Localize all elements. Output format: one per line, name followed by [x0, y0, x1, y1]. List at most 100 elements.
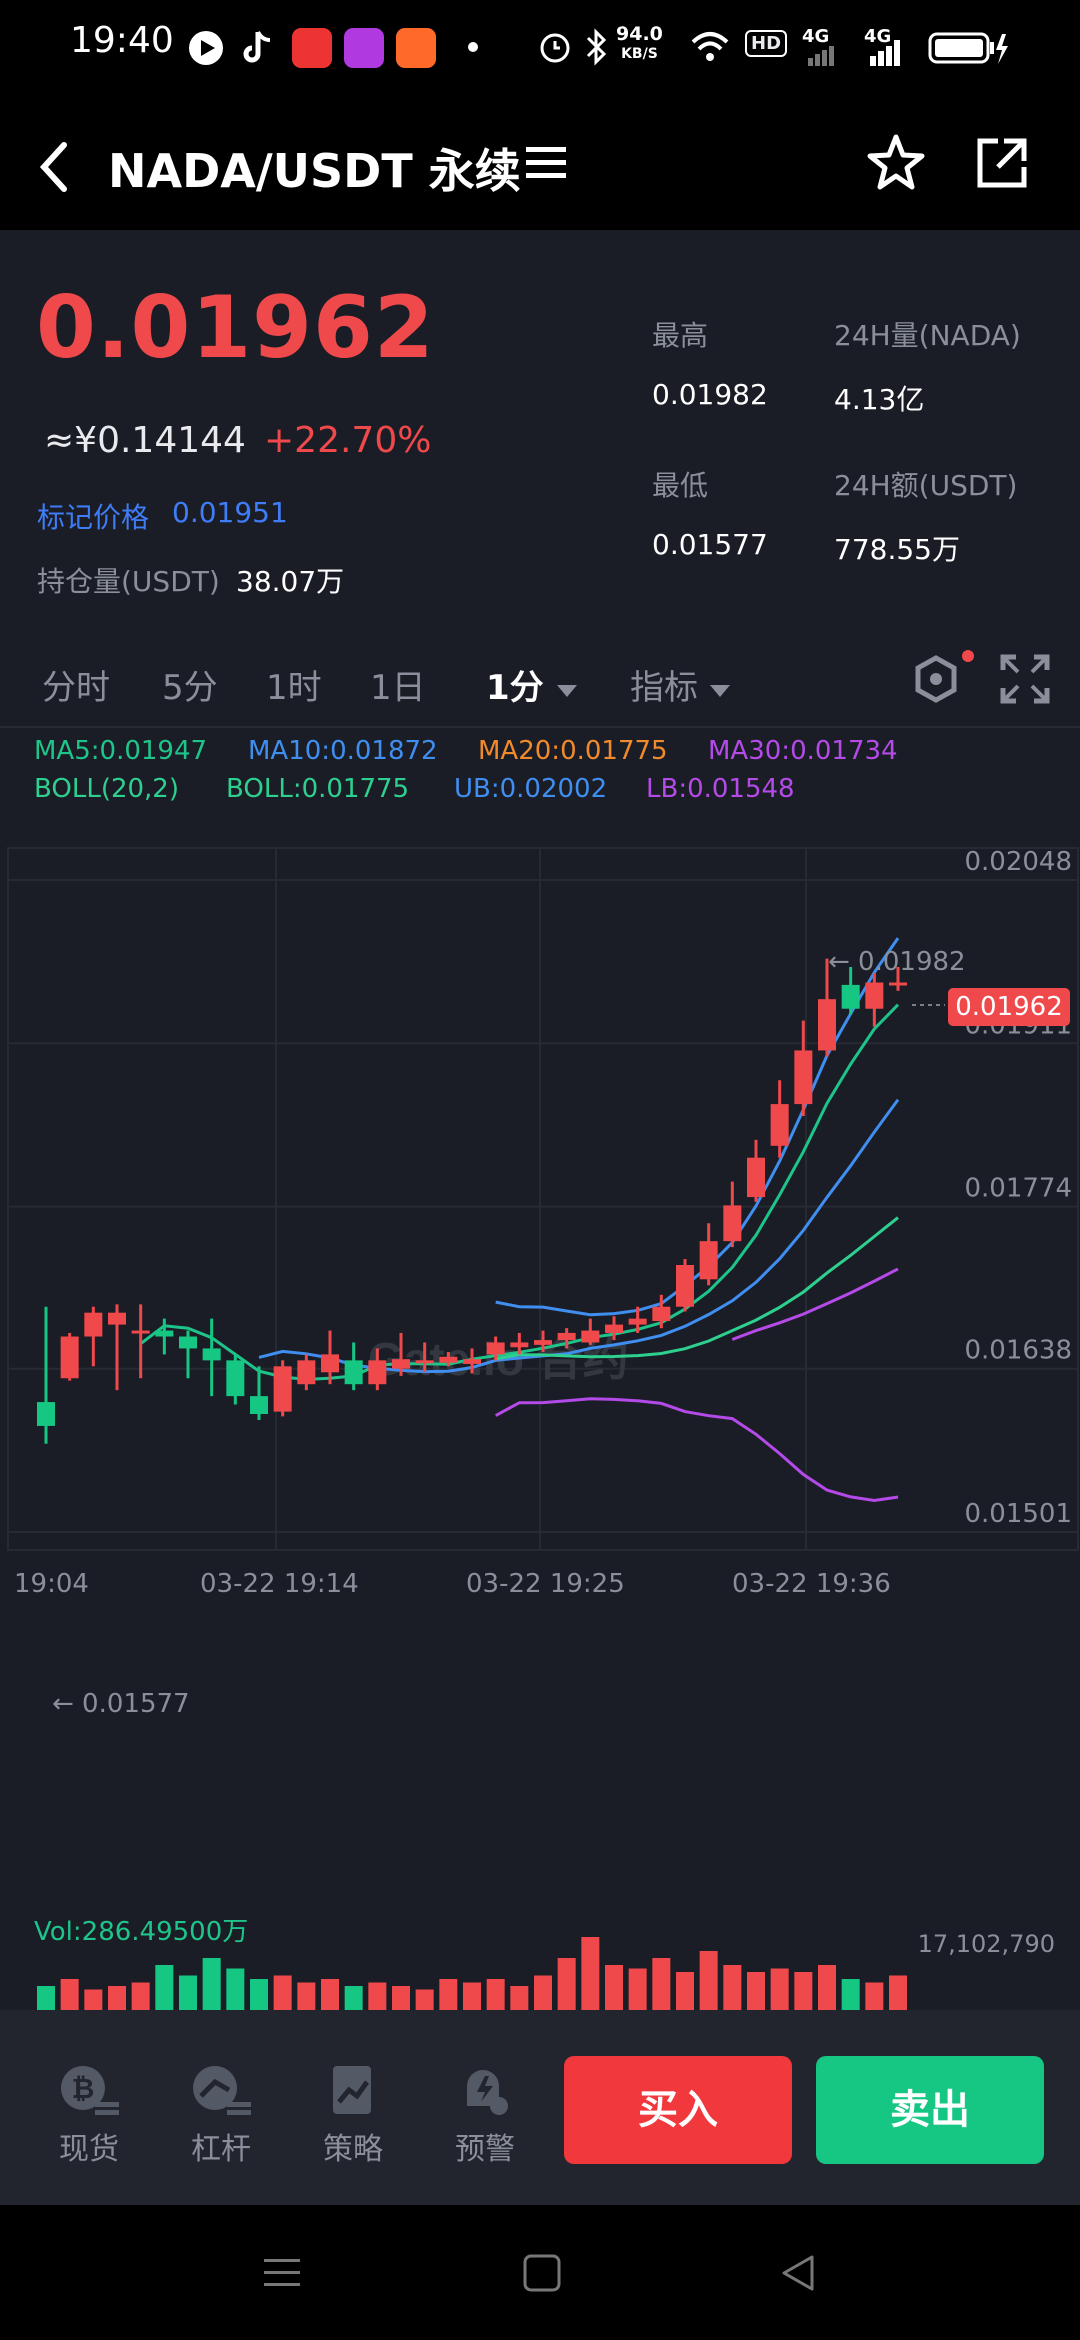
candle-body: [297, 1360, 316, 1385]
current-price-tag-text: 0.01962: [955, 992, 1063, 1022]
hd-badge: HD: [745, 30, 788, 57]
volume-bar: [155, 1965, 174, 2010]
x-tick-label: 03-22 19:25: [466, 1569, 625, 1599]
x-axis-labels: 19:04 03-22 19:14 03-22 19:25 03-22 19:36: [14, 1569, 891, 1599]
volume-bar: [747, 1972, 765, 2010]
ma30-label: MA30:0.01734: [708, 736, 898, 766]
dropdown-icon: [556, 685, 577, 697]
buy-button[interactable]: 买入: [564, 2056, 792, 2164]
cny-price: ≈¥0.14144: [44, 420, 246, 461]
page-header: NADA/USDT 永续: [0, 95, 1080, 230]
min-price-label: ← 0.01577: [52, 1689, 190, 1719]
candle-body: [889, 982, 907, 986]
tab-5min[interactable]: 5分: [162, 668, 218, 708]
boll-lower-line: [494, 1397, 899, 1503]
signal-4g-label-2: 4G: [864, 26, 892, 47]
mark-price-label[interactable]: 标记价格: [37, 501, 150, 534]
volume-bar: [273, 1975, 292, 2010]
sell-button[interactable]: 卖出: [816, 2056, 1044, 2164]
candle-body: [652, 1306, 671, 1322]
ma5-line: [139, 1003, 900, 1381]
shopping-app-icon: [396, 28, 436, 68]
candles: [37, 958, 907, 1444]
nav-alert-label: 预警: [455, 2132, 515, 2167]
candle-body: [368, 1360, 387, 1385]
nav-spot-label: 现货: [59, 2132, 119, 2167]
low-value: 0.01577: [652, 528, 768, 561]
volume-bar: [865, 1982, 884, 2010]
x-tick-label: 03-22 19:14: [200, 1569, 359, 1599]
tab-1hour[interactable]: 1时: [266, 668, 322, 708]
network-speed: 94.0 KB/S: [616, 23, 663, 62]
volume-bar: [439, 1979, 458, 2010]
volume-bar: [37, 1986, 55, 2010]
signal-bars-icon: [808, 46, 834, 66]
volume-bar: [131, 1982, 150, 2010]
volume-bar: [486, 1979, 505, 2010]
wifi-icon: [691, 32, 729, 61]
candle-body: [131, 1330, 150, 1334]
volume-bar: [510, 1986, 529, 2010]
candle-body: [60, 1336, 79, 1379]
margin-icon: [193, 2066, 251, 2115]
signal-4g-label: 4G: [802, 26, 830, 47]
candle-body: [415, 1360, 434, 1364]
tab-timeshare[interactable]: 分时: [42, 668, 110, 708]
ma10-line: [258, 1098, 900, 1374]
candle-body: [37, 1402, 55, 1426]
favorite-star-icon[interactable]: [866, 133, 926, 193]
status-time: 19:40: [70, 20, 174, 61]
ma10-label: MA10:0.01872: [248, 736, 438, 766]
candle-body: [841, 984, 860, 1009]
back-icon[interactable]: [36, 141, 72, 193]
volume-bar: [557, 1958, 576, 2010]
settings-hexagon-icon[interactable]: [908, 650, 968, 710]
candle-body: [84, 1312, 103, 1337]
volume-bar: [250, 1979, 268, 2010]
volume-bar: [202, 1958, 221, 2010]
ma20-label: MA20:0.01775: [478, 736, 668, 766]
nav-spot[interactable]: ₿ 现货: [34, 2062, 144, 2168]
tab-1day[interactable]: 1日: [370, 668, 426, 708]
nav-alert[interactable]: 预警: [430, 2062, 540, 2168]
boll-ub-label: UB:0.02002: [454, 774, 608, 804]
candle-body: [865, 982, 884, 1009]
candlestick-chart[interactable]: Gate.io 合约 0.020480.019110.017740.016380…: [0, 840, 1080, 2020]
menu-nav-icon[interactable]: [262, 2255, 302, 2291]
max-price-label: ← 0.01982: [828, 947, 966, 977]
volume-24h-label: 24H量(NADA): [834, 319, 1021, 352]
candle-body: [392, 1359, 410, 1369]
tabs-divider: [0, 726, 1080, 728]
candle-body: [486, 1342, 505, 1355]
share-icon[interactable]: [972, 133, 1032, 193]
candle-body: [179, 1336, 197, 1349]
volume-bar: [534, 1975, 552, 2010]
menu-icon[interactable]: [524, 143, 568, 183]
system-nav-bar: [0, 2205, 1080, 2340]
candle-body: [202, 1348, 221, 1361]
y-tick-label: 0.02048: [964, 847, 1072, 877]
high-value: 0.01982: [652, 378, 768, 411]
fullscreen-icon[interactable]: [1000, 654, 1050, 704]
boll-mid-line: [495, 1216, 899, 1361]
low-label: 最低: [652, 469, 709, 502]
volume-bar: [392, 1986, 410, 2010]
tab-indicators[interactable]: 指标: [630, 660, 731, 709]
page-title[interactable]: NADA/USDT 永续: [108, 144, 521, 198]
back-nav-icon[interactable]: [778, 2253, 818, 2293]
y-tick-label: 0.01501: [964, 1499, 1072, 1529]
nav-strategy[interactable]: 策略: [298, 2062, 408, 2168]
tab-1min[interactable]: 1分: [486, 660, 578, 709]
candle-body: [439, 1356, 458, 1363]
candle-body: [723, 1205, 742, 1242]
candle-body: [770, 1104, 789, 1146]
candle-body: [108, 1312, 126, 1325]
home-nav-icon[interactable]: [522, 2253, 562, 2293]
candle-body: [463, 1359, 481, 1364]
volume-bar: [226, 1968, 245, 2010]
nav-margin[interactable]: 杠杆: [166, 2062, 276, 2168]
volume-bar: [368, 1982, 387, 2010]
volume-bar: [581, 1937, 600, 2010]
candle-body: [699, 1241, 718, 1280]
boll-label: BOLL(20,2): [34, 774, 179, 804]
